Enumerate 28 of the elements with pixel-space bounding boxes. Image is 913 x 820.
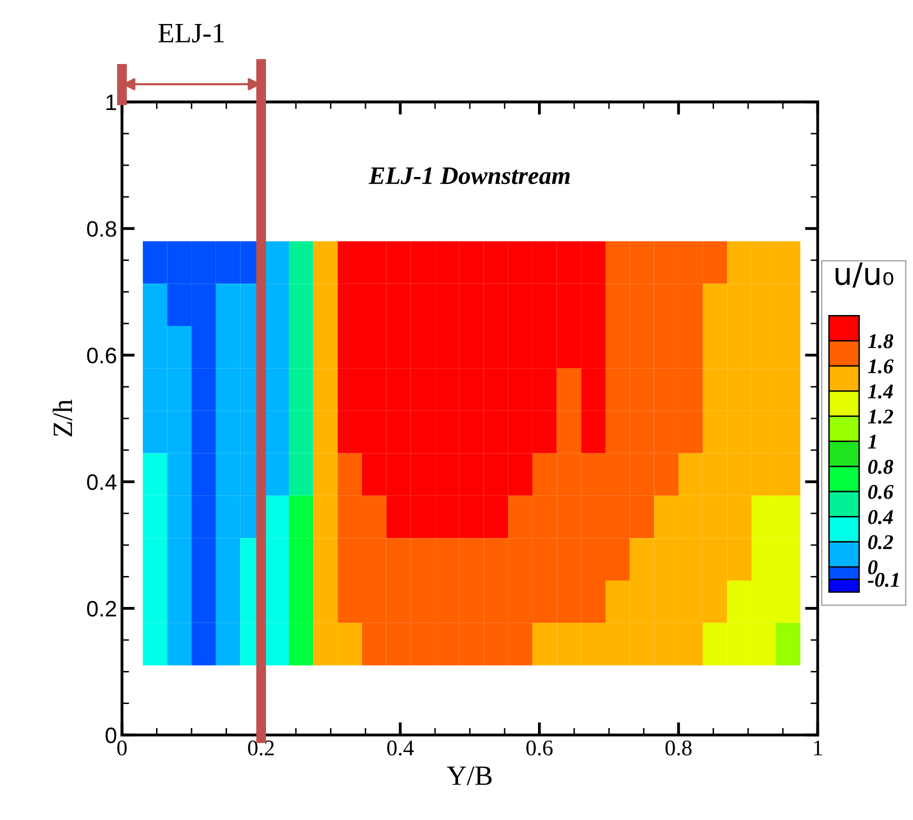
color-bar-label: 1.6	[868, 359, 894, 374]
color-bar-label: -0.1	[868, 572, 898, 588]
color-bar-label: 1	[868, 434, 876, 449]
text: ELJ-1	[158, 24, 224, 42]
color-bar-title: u/u₀	[836, 262, 894, 288]
color-bar-label: 0.8	[868, 460, 894, 474]
x-tick-label: 0.2	[248, 740, 274, 756]
color-bar-label: 0.2	[868, 535, 894, 550]
x-axis-title: Y/B	[446, 766, 492, 786]
color-bar-label: 1.2	[868, 410, 894, 424]
color-bar-label: 0.6	[868, 484, 894, 500]
x-tick-label: 0.4	[387, 740, 414, 756]
x-tick-label: 1	[814, 740, 822, 756]
x-tick-label: 0.8	[666, 740, 692, 756]
x-tick-label: 0.6	[526, 740, 553, 756]
color-bar-label: 0	[868, 560, 878, 574]
y-tick-label: 1	[106, 94, 116, 110]
color-bar-label: 1.4	[868, 384, 893, 399]
annotation: ELJ-1 Downstream	[368, 167, 570, 184]
x-tick-label: 0	[117, 740, 127, 756]
y-tick-label: 0.8	[87, 221, 116, 237]
y-axis-title: Z/h	[52, 400, 72, 436]
y-tick-label: 0.2	[87, 600, 116, 617]
y-tick-label: 0.6	[87, 348, 116, 364]
y-tick-label: 0.4	[87, 474, 116, 490]
color-bar-label: 0.4	[868, 510, 893, 524]
y-tick-label: 0	[106, 728, 116, 744]
color-bar-label: 1.8	[868, 334, 894, 348]
